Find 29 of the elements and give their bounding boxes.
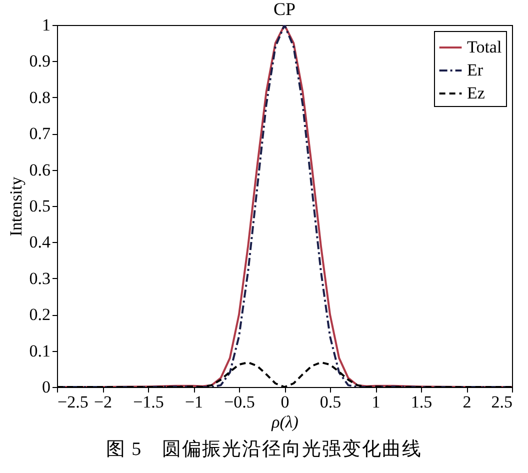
y-tick-label: 0.6 bbox=[29, 160, 50, 180]
y-tick-label: 0.1 bbox=[29, 341, 50, 360]
y-tick-label: 0 bbox=[42, 378, 50, 396]
y-tick-label: 1 bbox=[42, 16, 50, 34]
x-axis-title: ρ(λ) bbox=[270, 412, 299, 432]
x-tick-label: 2 bbox=[462, 392, 472, 412]
y-tick-label: 0.5 bbox=[29, 196, 50, 216]
y-tick-label: 0.9 bbox=[29, 52, 50, 71]
x-tick-label: 2.5 bbox=[491, 392, 512, 412]
y-tick-label: 0.8 bbox=[29, 88, 50, 107]
legend-label: Er bbox=[467, 60, 484, 80]
caption: 图 5 圆偏振光沿径向光强变化曲线 bbox=[104, 438, 424, 462]
x-tick-label: 0 bbox=[280, 392, 290, 412]
y-axis-title: Intensity bbox=[6, 176, 26, 236]
x-tick-label: 1 bbox=[372, 392, 380, 412]
legend-label: Total bbox=[467, 38, 502, 56]
x-tick-label: −1.5 bbox=[133, 392, 164, 412]
x-tick-label: −2.5 bbox=[58, 392, 88, 412]
x-tick-label: −2 bbox=[94, 392, 112, 412]
x-tick-label: −1 bbox=[184, 392, 204, 412]
y-tick-label: 0.7 bbox=[29, 124, 51, 144]
legend-label: Ez bbox=[467, 84, 486, 102]
y-tick-label: 0.2 bbox=[29, 305, 50, 324]
y-tick-label: 0.4 bbox=[29, 232, 51, 252]
x-tick-label: 1.5 bbox=[410, 392, 432, 412]
x-tick-label: −0.5 bbox=[224, 392, 255, 412]
chart-title: CP bbox=[273, 0, 296, 19]
x-tick-label: 0.5 bbox=[320, 392, 342, 412]
y-tick-label: 0.3 bbox=[29, 268, 50, 288]
